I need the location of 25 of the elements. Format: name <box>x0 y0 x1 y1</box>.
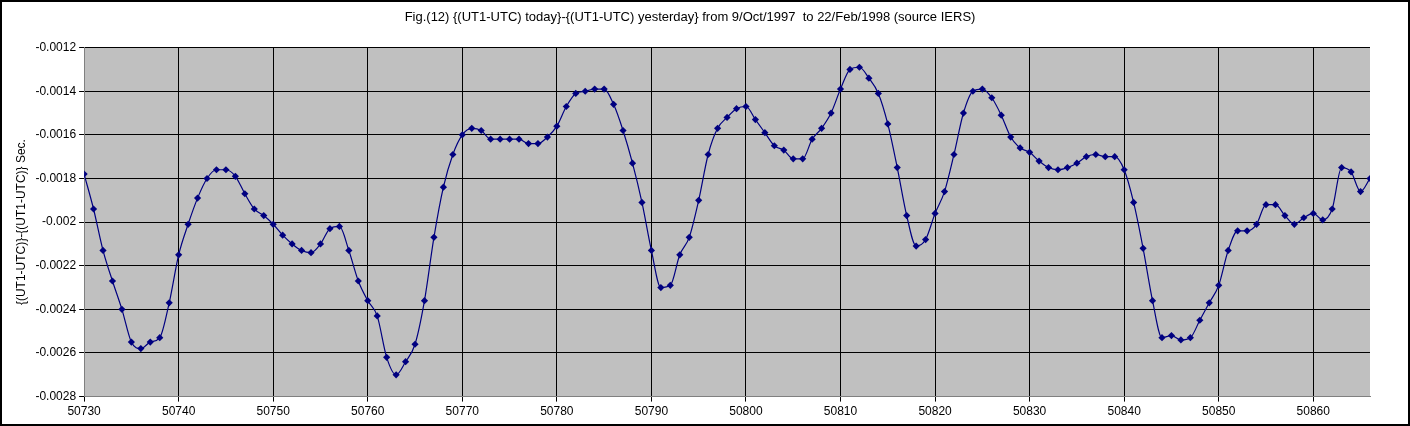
y-tick-label: -0.0022 <box>35 258 77 273</box>
chart-title: Fig.(12) {(UT1-UTC) today}-{(UT1-UTC) yesterday} from 9/Oct/1997 to 22/Feb/1998 (source IERS) <box>404 9 976 25</box>
x-tick-label: 50850 <box>1202 404 1236 419</box>
y-tick-label: -0.0012 <box>35 39 77 54</box>
x-tick-label: 50750 <box>256 404 291 419</box>
x-tick-label: 50820 <box>918 404 953 419</box>
x-tick-label: 50740 <box>161 404 196 419</box>
x-tick-label: 50840 <box>1107 404 1142 419</box>
x-tick-label: 50730 <box>67 404 102 419</box>
y-axis-title: {(UT1-UTC)}-{(UT1-UTC)} Sec. <box>13 139 28 306</box>
y-tick-label: -0.0026 <box>35 345 77 360</box>
x-tick-label: 50860 <box>1296 404 1331 419</box>
x-tick-label: 50800 <box>729 404 763 419</box>
y-tick-label: -0.0014 <box>35 83 77 98</box>
y-tick-label: -0.002 <box>42 214 77 229</box>
y-tick-label: -0.0016 <box>35 127 77 142</box>
y-tick-label: -0.0028 <box>35 388 77 403</box>
x-tick-label: 50780 <box>540 404 574 419</box>
x-tick-label: 50790 <box>634 404 669 419</box>
x-tick-label: 50770 <box>445 404 480 419</box>
x-tick-label: 50830 <box>1012 404 1047 419</box>
x-tick-label: 50760 <box>351 404 385 419</box>
y-tick-label: -0.0024 <box>35 301 77 316</box>
y-tick-label: -0.0018 <box>35 170 77 185</box>
x-tick-label: 50810 <box>823 404 858 419</box>
